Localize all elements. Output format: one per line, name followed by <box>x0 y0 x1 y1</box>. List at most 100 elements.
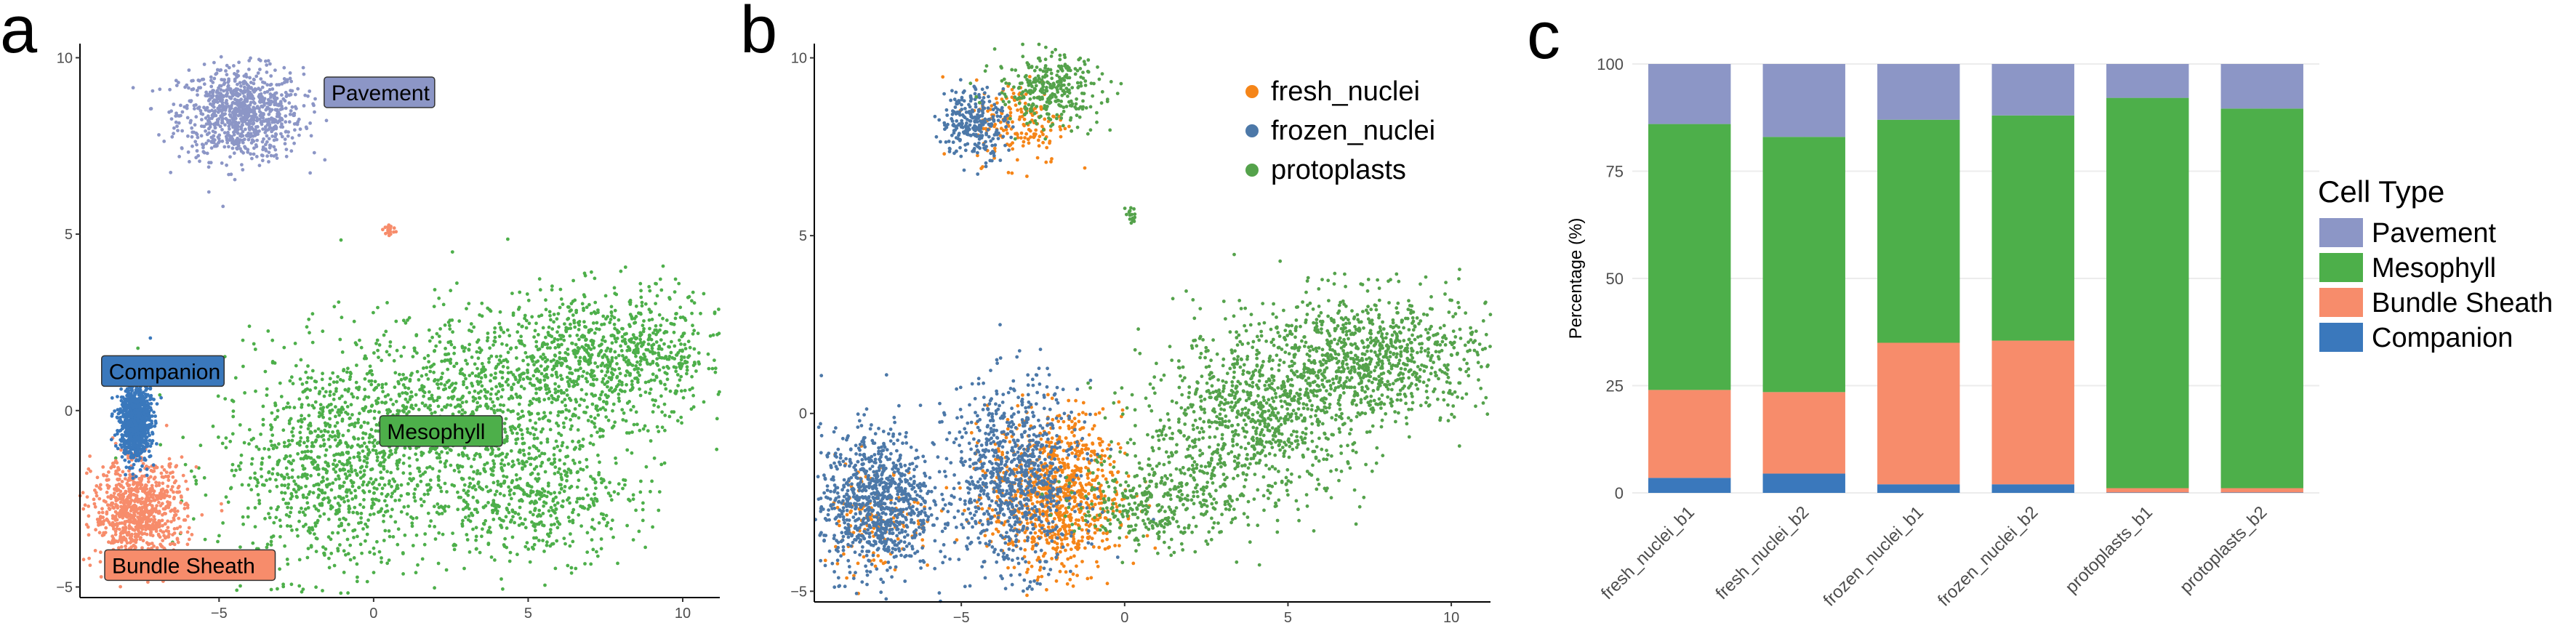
panel-a-point <box>338 337 342 342</box>
panel-a-point <box>519 428 523 432</box>
panel-a-point <box>265 63 269 67</box>
panel-a-point <box>249 132 253 136</box>
panel-a-point <box>526 483 529 487</box>
panel-a-point <box>559 473 563 476</box>
panel-a-point <box>460 522 465 526</box>
panel-a-point <box>230 94 235 98</box>
panel-a-point <box>638 281 643 286</box>
panel-a-point <box>633 316 637 321</box>
panel-a-point <box>531 355 536 359</box>
panel-a-point <box>548 411 553 415</box>
panel-a-point <box>478 485 481 489</box>
panel-a-point <box>257 499 261 502</box>
panel-a-point <box>185 542 190 547</box>
panel-a-point <box>402 454 406 457</box>
panel-a-point <box>396 379 401 384</box>
panel-a-point <box>290 475 294 479</box>
panel-a-point <box>119 489 123 494</box>
panel-a-point <box>638 393 643 398</box>
panel-a-point <box>401 372 405 377</box>
panel-a-point <box>396 412 400 416</box>
panel-a-point <box>101 465 105 469</box>
panel-a-point <box>391 535 396 539</box>
panel-a-point <box>590 353 594 357</box>
panel-a-point <box>187 86 190 90</box>
panel-a-point <box>366 453 370 457</box>
panel-a-point <box>601 377 606 381</box>
panel-a-point <box>346 444 350 448</box>
panel-a-point <box>326 518 331 521</box>
panel-a-point <box>650 346 654 350</box>
panel-a-point <box>392 230 396 234</box>
panel-a-point <box>646 429 650 433</box>
panel-a-point <box>498 408 502 412</box>
panel-a-point <box>441 302 446 307</box>
panel-a-point <box>333 424 337 428</box>
panel-a-point <box>568 377 572 382</box>
panel-a-point <box>702 400 706 404</box>
panel-a-point <box>582 398 586 403</box>
panel-a-point <box>252 146 256 150</box>
panel-a-point <box>502 358 506 363</box>
panel-a-point <box>525 541 529 544</box>
panel-a-point <box>553 382 557 386</box>
panel-a-point <box>563 469 566 473</box>
panel-a-point <box>582 410 586 414</box>
panel-a-point <box>156 494 160 498</box>
panel-a-point <box>296 451 300 456</box>
panel-a-point <box>428 524 432 528</box>
panel-a-point <box>164 536 167 540</box>
panel-a-point <box>470 384 475 388</box>
panel-a-point <box>515 356 518 360</box>
panel-a-point <box>228 155 232 159</box>
panel-a-point <box>313 386 318 390</box>
panel-a-point <box>432 505 436 509</box>
panel-a-point <box>619 344 622 348</box>
panel-a-point <box>585 379 590 384</box>
panel-a-point <box>631 333 635 337</box>
panel-a-point <box>194 103 198 107</box>
panel-a-point <box>174 120 178 124</box>
panel-a-point <box>230 110 235 115</box>
panel-a-point <box>377 410 381 414</box>
panel-a-point <box>509 428 513 433</box>
panel-a-point <box>673 277 678 281</box>
panel-a-point <box>448 323 452 328</box>
panel-a-point <box>591 499 595 504</box>
panel-a-point <box>595 430 599 434</box>
panel-a-point <box>507 559 512 563</box>
panel-a-point <box>300 382 305 386</box>
panel-a-point <box>169 462 172 466</box>
panel-a-point <box>346 450 350 454</box>
panel-a-point <box>125 506 129 510</box>
panel-a-point <box>253 525 257 528</box>
panel-a-point <box>257 95 261 100</box>
panel-a-point <box>368 433 372 437</box>
panel-a-point <box>380 507 384 511</box>
panel-a-point <box>552 453 556 457</box>
panel-a-point <box>153 524 158 528</box>
panel-a-point <box>342 369 345 373</box>
panel-a-point <box>235 147 239 151</box>
panel-a-point <box>651 398 655 402</box>
panel-a-point <box>121 492 126 496</box>
panel-a-point <box>577 323 581 327</box>
panel-a-point <box>328 445 332 449</box>
panel-a-point <box>470 355 474 359</box>
panel-a-point <box>467 302 471 305</box>
panel-a-point <box>518 516 522 521</box>
panel-a-point <box>402 345 406 350</box>
panel-a-point <box>261 127 265 132</box>
panel-a-point <box>284 114 288 118</box>
panel-a-point <box>462 379 465 384</box>
panel-a-point <box>555 375 559 379</box>
panel-a-point <box>494 376 497 380</box>
panel-a-point <box>246 148 250 152</box>
panel-a-point <box>593 361 597 365</box>
panel-a-point <box>430 411 434 416</box>
panel-a-point <box>238 467 242 471</box>
panel-a-point <box>479 348 483 353</box>
panel-a-point <box>683 318 688 322</box>
panel-a-point <box>531 523 536 528</box>
